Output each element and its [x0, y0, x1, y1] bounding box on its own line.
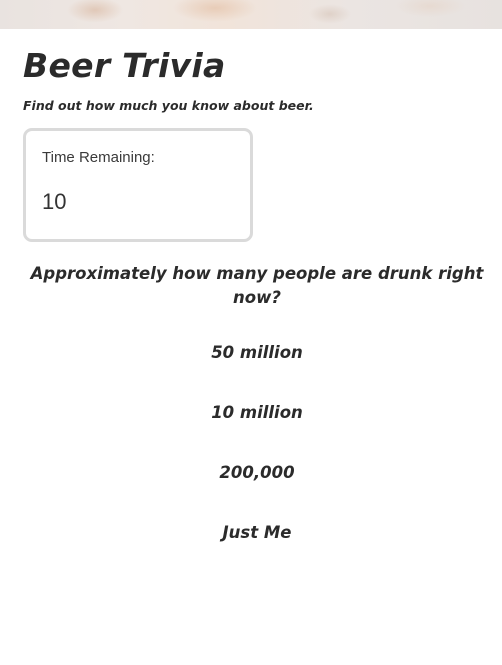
answer-option[interactable]: Just Me — [222, 523, 292, 542]
page-subtitle: Find out how much you know about beer. — [23, 98, 314, 113]
answer-option[interactable]: 10 million — [211, 403, 303, 422]
question-text: Approximately how many people are drunk … — [30, 264, 484, 307]
header-banner-image — [0, 0, 502, 29]
timer-value: 10 — [42, 189, 67, 214]
page-title: Beer Trivia — [23, 46, 226, 85]
answer-option[interactable]: 50 million — [211, 343, 303, 362]
timer-panel: Time Remaining: 10 — [23, 128, 253, 242]
timer-label: Time Remaining: — [42, 149, 155, 166]
answer-option[interactable]: 200,000 — [219, 463, 295, 482]
